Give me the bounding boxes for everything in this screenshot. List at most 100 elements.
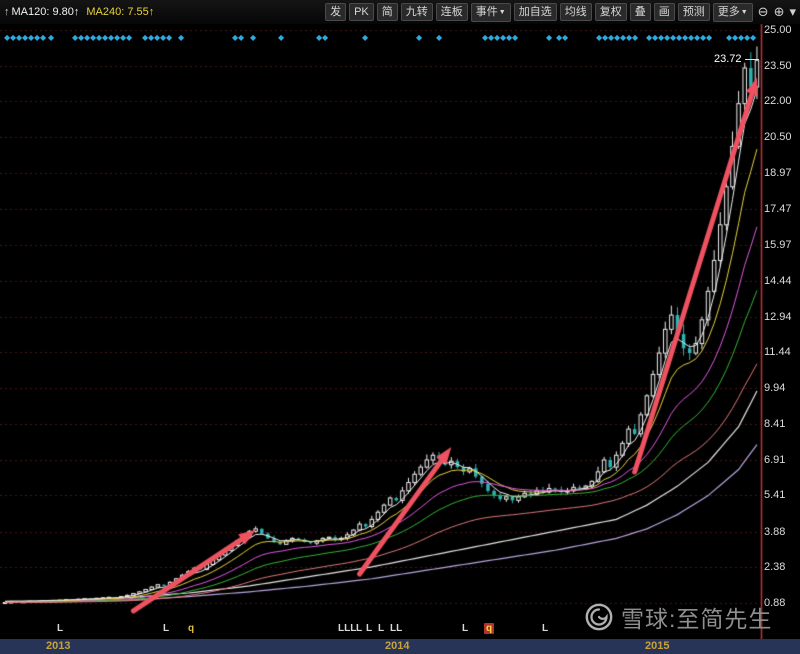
event-diamond-icon[interactable]: ◆ (436, 33, 443, 42)
event-diamond-icon[interactable]: ◆ (494, 33, 501, 42)
event-diamond-icon[interactable]: ◆ (238, 33, 245, 42)
event-diamond-icon[interactable]: ◆ (602, 33, 609, 42)
signal-marker[interactable]: L (542, 623, 549, 634)
event-diamond-icon[interactable]: ◆ (744, 33, 751, 42)
event-diamond-icon[interactable]: ◆ (4, 33, 11, 42)
signal-marker[interactable]: L (57, 623, 64, 634)
event-diamond-icon[interactable]: ◆ (90, 33, 97, 42)
event-diamond-icon[interactable]: ◆ (620, 33, 627, 42)
event-diamond-icon[interactable]: ◆ (632, 33, 639, 42)
event-diamond-icon[interactable]: ◆ (506, 33, 513, 42)
toolbar-button[interactable]: 预测 (677, 3, 710, 21)
event-diamond-icon[interactable]: ◆ (16, 33, 23, 42)
event-diamond-icon[interactable]: ◆ (120, 33, 127, 42)
event-diamond-icon[interactable]: ◆ (72, 33, 79, 42)
event-diamond-icon[interactable]: ◆ (646, 33, 653, 42)
signal-marker[interactable]: L (378, 623, 385, 634)
circle-minus-icon[interactable]: ⊖ (757, 4, 769, 19)
event-diamond-icon[interactable]: ◆ (670, 33, 677, 42)
event-diamond-icon[interactable]: ◆ (316, 33, 323, 42)
event-diamond-icon[interactable]: ◆ (652, 33, 659, 42)
toolbar-button[interactable]: PK (349, 3, 374, 21)
toolbar-button[interactable]: 更多▼ (712, 2, 753, 22)
event-diamond-icon[interactable]: ◆ (608, 33, 615, 42)
event-diamond-icon[interactable]: ◆ (102, 33, 109, 42)
event-diamond-icon[interactable]: ◆ (322, 33, 329, 42)
event-diamond-icon[interactable]: ◆ (676, 33, 683, 42)
signal-marker[interactable]: L (462, 623, 469, 634)
event-diamond-icon[interactable]: ◆ (10, 33, 17, 42)
toolbar-button[interactable]: 九转 (400, 3, 433, 21)
toolbar-button[interactable]: 加自选 (513, 3, 557, 21)
event-diamond-icon[interactable]: ◆ (126, 33, 133, 42)
signal-marker[interactable]: LL (390, 623, 403, 634)
event-diamond-icon[interactable]: ◆ (416, 33, 423, 42)
event-diamond-icon[interactable]: ◆ (626, 33, 633, 42)
circle-plus-icon[interactable]: ⊕ (773, 4, 785, 19)
signal-marker[interactable]: q (484, 623, 495, 634)
event-diamond-icon[interactable]: ◆ (750, 33, 757, 42)
toolbar-button[interactable]: 事件▼ (470, 2, 511, 22)
event-diamond-icon[interactable]: ◆ (500, 33, 507, 42)
event-diamond-icon[interactable]: ◆ (148, 33, 155, 42)
event-diamond-icon[interactable]: ◆ (706, 33, 713, 42)
event-diamond-icon[interactable]: ◆ (142, 33, 149, 42)
event-diamond-icon[interactable]: ◆ (78, 33, 85, 42)
event-diamond-icon[interactable]: ◆ (278, 33, 285, 42)
event-diamond-icon[interactable]: ◆ (96, 33, 103, 42)
event-diamond-icon[interactable]: ◆ (250, 33, 257, 42)
event-diamond-icon[interactable]: ◆ (22, 33, 29, 42)
toolbar-button[interactable]: 复权 (594, 3, 627, 21)
event-diamond-icon[interactable]: ◆ (562, 33, 569, 42)
toolbar-button[interactable]: 画 (653, 3, 675, 21)
event-diamond-icon[interactable]: ◆ (738, 33, 745, 42)
price-tick-label: 3.88 (764, 525, 786, 538)
toolbar-button[interactable]: 均线 (559, 3, 592, 21)
price-tick-label: 22.00 (764, 95, 792, 108)
signal-marker[interactable]: LLL (338, 623, 357, 634)
event-diamond-icon[interactable]: ◆ (178, 33, 185, 42)
event-diamond-icon[interactable]: ◆ (108, 33, 115, 42)
toolbar-button[interactable]: 叠 (629, 3, 651, 21)
signal-marker[interactable]: L (356, 623, 363, 634)
toolbar: 发 PK 简九转 连板 事件▼ 加自选 均线 复权叠画预测 更多▼ ⊖ ⊕ ▾ (325, 2, 796, 22)
signal-marker[interactable]: L (163, 623, 170, 634)
event-diamond-icon[interactable]: ◆ (700, 33, 707, 42)
event-diamond-icon[interactable]: ◆ (34, 33, 41, 42)
signal-marker[interactable]: q (188, 623, 195, 634)
event-diamond-icon[interactable]: ◆ (664, 33, 671, 42)
event-diamond-icon[interactable]: ◆ (488, 33, 495, 42)
event-diamond-icon[interactable]: ◆ (726, 33, 733, 42)
panel-toggle-icon[interactable]: ▾ (789, 4, 796, 19)
event-diamond-icon[interactable]: ◆ (48, 33, 55, 42)
toolbar-button[interactable]: 简 (376, 3, 398, 21)
toolbar-button[interactable]: 发 (325, 3, 347, 21)
event-diamond-icon[interactable]: ◆ (546, 33, 553, 42)
event-diamond-icon[interactable]: ◆ (694, 33, 701, 42)
event-diamond-icon[interactable]: ◆ (362, 33, 369, 42)
event-diamond-icon[interactable]: ◆ (28, 33, 35, 42)
event-diamond-icon[interactable]: ◆ (614, 33, 621, 42)
event-diamond-icon[interactable]: ◆ (556, 33, 563, 42)
chevron-down-icon: ▼ (498, 8, 506, 16)
toolbar-button[interactable]: 连板 (435, 3, 468, 21)
event-diamond-icon[interactable]: ◆ (482, 33, 489, 42)
event-diamond-icon[interactable]: ◆ (232, 33, 239, 42)
event-diamond-icon[interactable]: ◆ (84, 33, 91, 42)
event-diamond-icon[interactable]: ◆ (512, 33, 519, 42)
event-diamond-icon[interactable]: ◆ (154, 33, 161, 42)
event-diamond-icon[interactable]: ◆ (658, 33, 665, 42)
price-tick-label: 12.94 (764, 310, 792, 323)
event-diamond-icon[interactable]: ◆ (682, 33, 689, 42)
event-diamond-icon[interactable]: ◆ (688, 33, 695, 42)
price-tick-label: 15.97 (764, 238, 792, 251)
event-diamond-icon[interactable]: ◆ (160, 33, 167, 42)
year-label: 2013 (46, 640, 71, 652)
event-diamond-icon[interactable]: ◆ (732, 33, 739, 42)
signal-marker[interactable]: L (366, 623, 373, 634)
event-diamond-icon[interactable]: ◆ (40, 33, 47, 42)
event-diamond-icon[interactable]: ◆ (596, 33, 603, 42)
event-diamond-icon[interactable]: ◆ (114, 33, 121, 42)
event-diamond-icon[interactable]: ◆ (166, 33, 173, 42)
